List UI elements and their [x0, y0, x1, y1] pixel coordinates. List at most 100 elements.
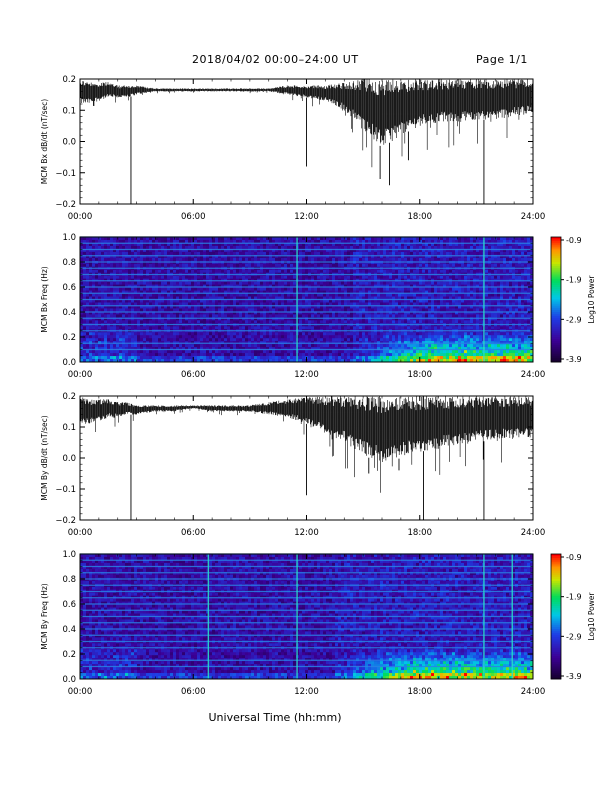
spectrogram-cell	[326, 290, 330, 294]
spectrogram-cell	[98, 299, 102, 303]
spectrogram-cell	[380, 251, 384, 256]
spectrogram-cell	[110, 308, 114, 312]
spectrogram-cell	[239, 299, 243, 303]
spectrogram-cell	[344, 251, 348, 256]
spectrogram-cell	[281, 317, 285, 321]
spectrogram-cell	[266, 305, 270, 309]
spectrogram-cell	[257, 353, 261, 357]
spectrogram-cell	[224, 281, 228, 286]
spectrogram-cell	[143, 311, 147, 315]
spectrogram-cell	[413, 239, 417, 244]
spectrogram-cell	[98, 245, 102, 250]
spectrogram-cell	[251, 356, 255, 360]
spectrogram-cell	[173, 326, 177, 330]
spectrogram-cell	[227, 350, 231, 354]
spectrogram-cell	[350, 359, 354, 363]
spectrogram-cell	[332, 308, 336, 312]
spectrogram-cell	[212, 353, 216, 357]
spectrogram-cell	[206, 317, 210, 321]
spectrogram-cell	[281, 287, 285, 291]
spectrogram-cell	[134, 239, 138, 244]
spectrogram-cell	[131, 299, 135, 303]
spectrogram-cell	[347, 245, 351, 250]
spectrogram-cell	[143, 254, 147, 259]
spectrogram-cell	[422, 293, 426, 297]
spectrogram-cell	[191, 281, 195, 286]
spectrogram-cell	[269, 263, 273, 268]
spectrogram-cell	[98, 326, 102, 330]
spectrogram-cell	[143, 296, 147, 300]
spectrogram-cell	[398, 245, 402, 250]
spectrogram-cell	[245, 284, 249, 288]
spectrogram-cell	[185, 314, 189, 318]
spectrogram-cell	[332, 293, 336, 297]
spectrogram-cell	[251, 326, 255, 330]
spectrogram-cell	[191, 317, 195, 321]
spectrogram-cell	[362, 344, 366, 348]
spectrogram-cell	[341, 296, 345, 300]
spectrogram-cell	[410, 338, 414, 342]
spectrogram-cell	[212, 305, 216, 309]
spectrogram-cell	[125, 287, 129, 291]
spectrogram-cell	[152, 338, 156, 342]
spectrogram-cell	[167, 239, 171, 244]
spectrogram-cell	[119, 248, 123, 253]
spectrogram-cell	[95, 245, 99, 250]
spectrogram-cell	[83, 287, 87, 291]
spectrogram-cell	[404, 245, 408, 250]
spectrogram-cell	[380, 242, 384, 247]
spectrogram-cell	[170, 281, 174, 286]
spectrogram-cell	[200, 320, 204, 324]
spectrogram-cell	[410, 293, 414, 297]
spectrogram-cell	[269, 296, 273, 300]
spectrogram-cell	[224, 314, 228, 318]
spectrogram-cell	[365, 281, 369, 286]
spectrogram-cell	[140, 356, 144, 360]
spectrogram-cell	[305, 296, 309, 300]
spectrogram-cell	[329, 302, 333, 306]
spectrogram-cell	[401, 251, 405, 256]
spectrogram-cell	[212, 359, 216, 363]
spectrogram-cell	[332, 245, 336, 250]
spectrogram-cell	[98, 350, 102, 354]
spectrogram-cell	[125, 269, 129, 274]
spectrogram-cell	[182, 248, 186, 253]
spectrogram-cell	[167, 284, 171, 288]
spectrogram-cell	[218, 275, 222, 280]
spectrogram-cell	[419, 353, 423, 357]
spectrogram-cell	[353, 344, 357, 348]
spectrogram-cell	[374, 350, 378, 354]
spectrogram-cell	[227, 290, 231, 294]
spectrogram-cell	[365, 311, 369, 315]
spectrogram-cell	[350, 308, 354, 312]
spectrogram-cell	[245, 353, 249, 357]
spectrogram-cell	[272, 302, 276, 306]
spectrogram-cell	[248, 317, 252, 321]
spectrogram-cell	[347, 302, 351, 306]
spectrogram-cell	[302, 344, 306, 348]
spectrogram-cell	[119, 257, 123, 262]
spectrogram-cell	[182, 281, 186, 286]
spectrogram-cell	[326, 347, 330, 351]
spectrogram-cell	[272, 317, 276, 321]
spectrogram-cell	[194, 269, 198, 274]
spectrogram-cell	[155, 254, 159, 259]
spectrogram-cell	[308, 353, 312, 357]
spectrogram-cell	[191, 335, 195, 339]
spectrogram-cell	[275, 287, 279, 291]
spectrogram-cell	[224, 293, 228, 297]
spectrogram-cell	[98, 281, 102, 286]
spectrogram-cell	[329, 284, 333, 288]
spectrogram-cell	[101, 302, 105, 306]
spectrogram-cell	[290, 281, 294, 286]
spectrogram-cell	[242, 311, 246, 315]
spectrogram-cell	[257, 302, 261, 306]
spectrogram-cell	[260, 296, 264, 300]
spectrogram-cell	[110, 314, 114, 318]
spectrogram-cell	[311, 344, 315, 348]
spectrogram-cell	[317, 320, 321, 324]
spectrogram-cell	[161, 320, 165, 324]
spectrogram-cell	[227, 326, 231, 330]
spectrogram-cell	[221, 311, 225, 315]
spectrogram-cell	[413, 350, 417, 354]
